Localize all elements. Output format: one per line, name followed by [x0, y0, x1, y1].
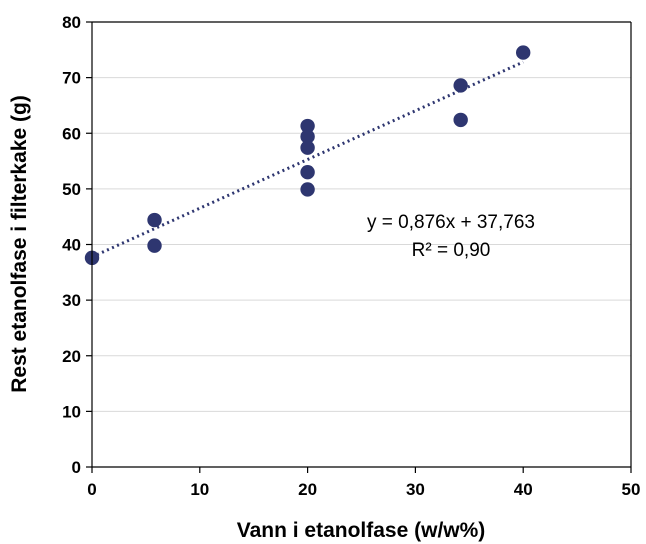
- data-points: [84, 45, 531, 266]
- trendline-equation: y = 0,876x + 37,763: [367, 212, 535, 233]
- data-point: [453, 112, 468, 128]
- trendline: [91, 60, 524, 259]
- data-point: [516, 45, 531, 60]
- data-point: [147, 238, 162, 253]
- x-tick-label: 40: [514, 480, 533, 499]
- data-point: [147, 212, 162, 228]
- tick-labels: 0 10 20 30 40 50 60 70 80 0 10 20 30 40 50: [62, 13, 640, 499]
- y-tick-label: 50: [62, 180, 81, 199]
- y-tick-label: 0: [72, 458, 81, 477]
- data-point: [300, 118, 315, 134]
- trendline-group: [91, 60, 524, 259]
- trendline-r-squared: R² = 0,90: [412, 240, 491, 261]
- x-tick-label: 0: [87, 480, 96, 499]
- y-tick-label: 80: [62, 13, 81, 32]
- axes: [86, 21, 632, 473]
- data-point: [300, 129, 315, 144]
- data-point: [300, 164, 315, 180]
- x-tick-label: 30: [406, 480, 425, 499]
- y-tick-label: 30: [62, 291, 81, 310]
- x-tick-label: 20: [298, 480, 317, 499]
- y-tick-label: 10: [62, 402, 81, 421]
- y-tick-label: 60: [62, 124, 81, 143]
- x-axis-title: Vann i etanolfase (w/w%): [237, 519, 486, 542]
- y-tick-label: 40: [62, 236, 81, 255]
- y-tick-label: 70: [62, 69, 81, 88]
- data-point: [300, 140, 315, 155]
- gridlines: [92, 21, 631, 412]
- x-tick-label: 50: [622, 480, 641, 499]
- x-tick-label: 10: [190, 480, 209, 499]
- y-tick-label: 20: [62, 347, 81, 366]
- y-axis-title: Rest etanolfase i filterkake (g): [8, 95, 31, 393]
- data-point: [453, 78, 468, 93]
- data-point: [300, 182, 315, 197]
